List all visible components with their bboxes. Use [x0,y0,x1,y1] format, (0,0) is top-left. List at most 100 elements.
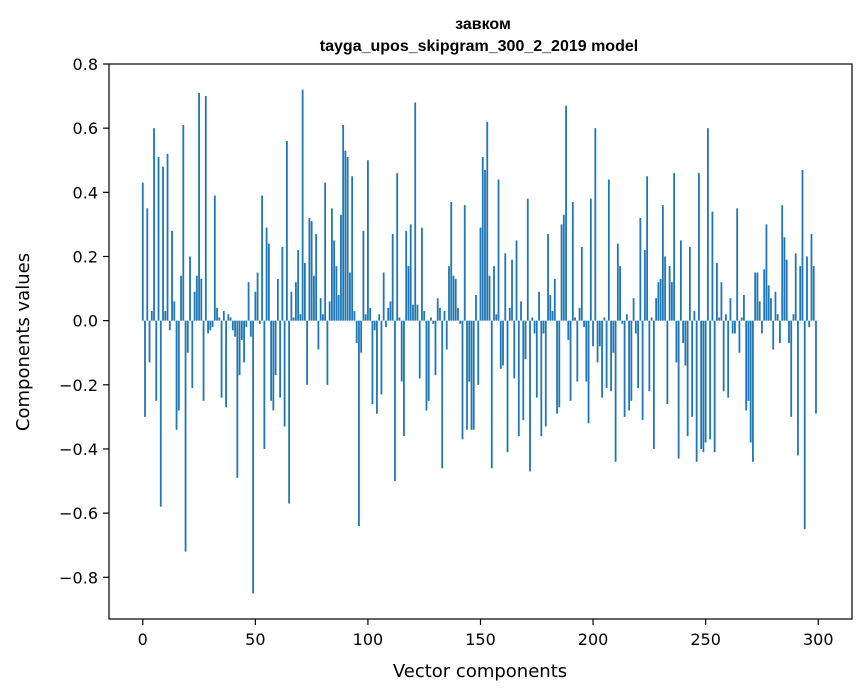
bar [502,320,504,366]
bar [425,320,428,411]
bar [612,320,615,353]
y-tick-label: 0.2 [73,247,98,266]
bar [749,320,752,443]
bar [506,320,509,453]
bar [409,224,412,321]
bar [394,320,396,482]
bar [616,243,619,321]
chart-title: завком [455,16,511,33]
bar [321,314,324,321]
bar [367,160,369,321]
bar [776,314,779,321]
bar [362,230,365,321]
bar [317,320,320,350]
bar [639,217,642,321]
bar [515,240,518,321]
bar [490,320,493,469]
bar [229,317,232,321]
bar [756,272,759,321]
bar [666,320,669,405]
bar [605,320,608,389]
bar [499,320,502,369]
bar [585,320,588,382]
bar [589,198,592,321]
x-tick-label: 200 [578,630,609,649]
bar [299,314,302,321]
bar [342,124,345,321]
bar [576,320,579,382]
bar [607,179,610,321]
bar [481,157,484,321]
bar [571,201,574,321]
bar [146,208,149,321]
bar [601,320,603,398]
bar [328,301,331,321]
bar [738,320,741,353]
bar [448,266,450,321]
bar [650,317,653,321]
bar [263,320,266,449]
bar [754,272,757,321]
bar [504,253,507,321]
bar [358,320,360,526]
bar [648,320,651,392]
bar [430,317,432,321]
bar [661,205,664,321]
bar [324,182,327,321]
bar [594,128,597,321]
bar [630,320,633,401]
bar [565,105,567,321]
bar [704,320,707,443]
bar [686,320,689,437]
bar [812,266,815,321]
bar [319,298,322,321]
bar [303,262,306,321]
bar [511,259,513,321]
bar [162,166,164,321]
bar [513,320,516,379]
bar [763,269,766,321]
bar [470,320,473,430]
bar [553,278,556,321]
bar [312,275,315,321]
bar [398,317,401,321]
bar [598,320,601,347]
bar [707,128,709,321]
bar [740,317,743,321]
bar [614,320,617,462]
x-tick-label: 50 [245,630,265,649]
bar [173,301,176,321]
bar [276,278,279,321]
bar [454,278,457,321]
bar [261,195,263,321]
bar [200,278,203,321]
bar [790,320,793,417]
bar [373,320,376,331]
bar [544,320,547,427]
bar [353,311,356,321]
bar [693,311,696,321]
bar [382,272,385,321]
bar [540,320,543,437]
bar [799,266,802,321]
bar [520,301,522,321]
bar [578,307,581,321]
bar [711,211,714,321]
bar [240,320,243,340]
bar [495,314,498,321]
bar [256,272,259,321]
bar [182,124,185,321]
bar [652,320,655,449]
bar [659,278,662,321]
bar [472,320,475,430]
bar [157,157,160,321]
bar [677,320,680,459]
bar [301,89,304,321]
bar [452,275,455,321]
bar [625,314,628,321]
bar [497,179,500,321]
bar [632,298,635,321]
bar [198,92,200,321]
bar [144,320,146,417]
